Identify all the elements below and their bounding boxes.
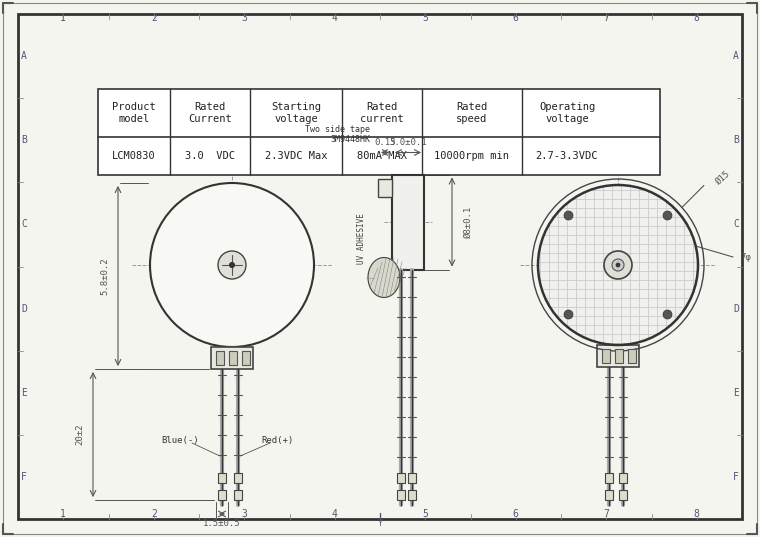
Bar xyxy=(408,490,416,500)
Text: A: A xyxy=(733,51,739,61)
Text: D: D xyxy=(21,303,27,314)
Text: 8: 8 xyxy=(694,13,700,23)
Circle shape xyxy=(604,251,632,279)
Text: Two side tape
3M9448HK: Two side tape 3M9448HK xyxy=(305,125,370,144)
Circle shape xyxy=(616,263,620,267)
Text: 5: 5 xyxy=(423,13,428,23)
Bar xyxy=(397,473,405,483)
Bar xyxy=(619,490,627,500)
Text: 5: 5 xyxy=(423,509,428,519)
Text: 2.3VDC Max: 2.3VDC Max xyxy=(264,151,328,161)
Bar xyxy=(98,89,660,175)
Text: 2: 2 xyxy=(150,13,157,23)
Text: B: B xyxy=(733,135,739,145)
Text: 7φ: 7φ xyxy=(740,252,751,262)
Bar xyxy=(602,349,610,363)
Circle shape xyxy=(663,211,672,220)
Bar xyxy=(211,347,253,369)
Circle shape xyxy=(564,211,573,220)
Text: E: E xyxy=(21,388,27,398)
Circle shape xyxy=(230,263,235,267)
Text: F: F xyxy=(733,472,739,482)
Bar xyxy=(628,349,636,363)
Bar xyxy=(218,473,226,483)
Text: 80mA MAX: 80mA MAX xyxy=(357,151,407,161)
Text: Product
model: Product model xyxy=(112,102,156,124)
Text: C: C xyxy=(21,220,27,229)
Bar xyxy=(397,490,405,500)
Text: C: C xyxy=(733,220,739,229)
Bar xyxy=(605,473,613,483)
Text: 1: 1 xyxy=(60,509,66,519)
Text: F: F xyxy=(21,472,27,482)
Text: 7: 7 xyxy=(603,13,610,23)
Bar xyxy=(229,351,237,365)
Circle shape xyxy=(218,251,246,279)
Text: 4: 4 xyxy=(332,13,337,23)
Text: UV ADHESIVE: UV ADHESIVE xyxy=(357,213,366,264)
Text: 0.15: 0.15 xyxy=(374,138,396,147)
Text: Y: Y xyxy=(378,519,382,527)
Circle shape xyxy=(564,310,573,319)
Bar xyxy=(242,351,250,365)
Text: 5.8±0.2: 5.8±0.2 xyxy=(100,257,109,295)
Text: 2.7-3.3VDC: 2.7-3.3VDC xyxy=(536,151,598,161)
Text: 7: 7 xyxy=(603,509,610,519)
Text: Red(+): Red(+) xyxy=(261,436,293,445)
Bar xyxy=(392,175,424,270)
Text: Blue(-): Blue(-) xyxy=(161,436,199,445)
Text: 1.5±0.5: 1.5±0.5 xyxy=(203,519,241,528)
Text: 3.0±0.1: 3.0±0.1 xyxy=(389,138,427,147)
Text: Ø15: Ø15 xyxy=(714,169,732,186)
Text: Rated
speed: Rated speed xyxy=(456,102,488,124)
Text: 10000rpm min: 10000rpm min xyxy=(435,151,509,161)
Bar xyxy=(216,351,224,365)
Bar xyxy=(218,490,226,500)
Bar xyxy=(597,345,639,367)
Text: 6: 6 xyxy=(513,509,518,519)
Text: 20±2: 20±2 xyxy=(75,424,84,445)
Bar xyxy=(234,473,242,483)
Text: Rated
Current: Rated Current xyxy=(188,102,232,124)
Circle shape xyxy=(612,259,624,271)
Bar xyxy=(378,178,392,197)
Text: E: E xyxy=(733,388,739,398)
Bar xyxy=(619,473,627,483)
Text: 3: 3 xyxy=(242,509,247,519)
Text: LCM0830: LCM0830 xyxy=(112,151,156,161)
Polygon shape xyxy=(368,258,400,297)
Bar xyxy=(615,349,623,363)
Text: 6: 6 xyxy=(513,13,518,23)
Text: 2: 2 xyxy=(150,509,157,519)
Circle shape xyxy=(663,310,672,319)
Bar xyxy=(605,490,613,500)
Text: 8: 8 xyxy=(694,509,700,519)
Text: B: B xyxy=(21,135,27,145)
Text: Ø8±0.1: Ø8±0.1 xyxy=(464,206,473,238)
Text: D: D xyxy=(733,303,739,314)
Text: 1: 1 xyxy=(60,13,66,23)
Bar xyxy=(234,490,242,500)
Text: 3.0  VDC: 3.0 VDC xyxy=(185,151,235,161)
Text: Operating
voltage: Operating voltage xyxy=(539,102,595,124)
Circle shape xyxy=(150,183,314,347)
Bar xyxy=(408,473,416,483)
Text: Starting
voltage: Starting voltage xyxy=(271,102,321,124)
Circle shape xyxy=(538,185,698,345)
Text: A: A xyxy=(21,51,27,61)
Text: Rated
current: Rated current xyxy=(360,102,404,124)
Text: 3: 3 xyxy=(242,13,247,23)
Text: 4: 4 xyxy=(332,509,337,519)
